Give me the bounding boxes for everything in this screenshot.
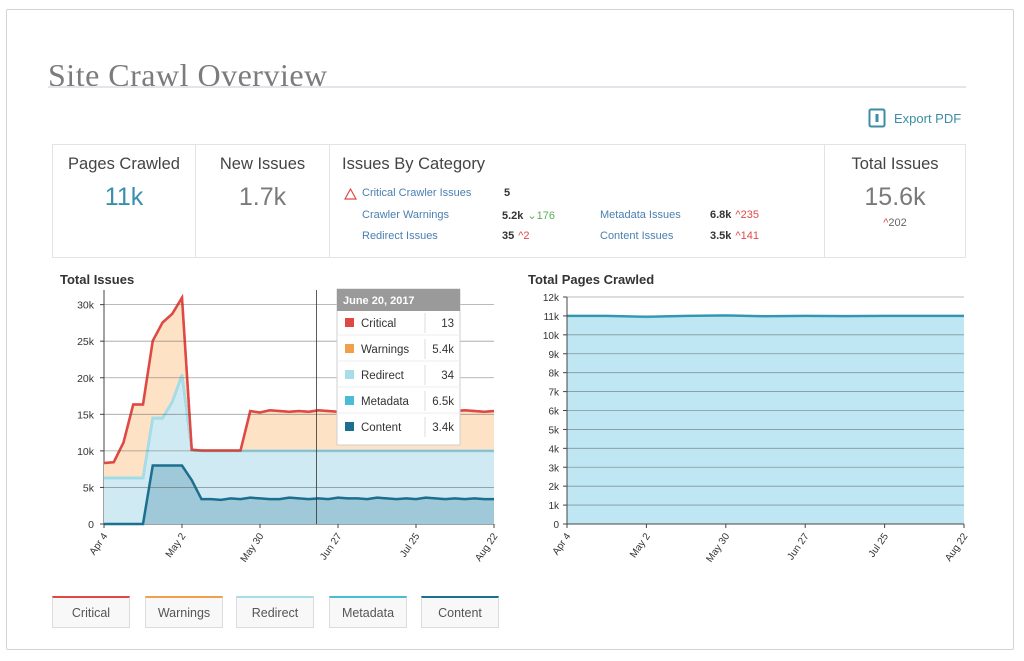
issues-by-category: Issues By Category Critical Crawler Issu… bbox=[330, 145, 825, 257]
title-divider bbox=[48, 86, 966, 88]
total-issues-value: 15.6k bbox=[864, 183, 926, 211]
warning-triangle-icon bbox=[343, 187, 358, 205]
new-issues-value: 1.7k bbox=[238, 183, 287, 211]
pages-crawled-stat: Pages Crawled 11k bbox=[53, 145, 196, 257]
export-pdf-button[interactable]: Export PDF bbox=[868, 108, 961, 128]
total-issues-label: Total Issues bbox=[851, 155, 939, 173]
legend-item-metadata[interactable]: Metadata bbox=[329, 596, 407, 628]
metadata-issues-value: 6.8k ^235 bbox=[710, 209, 759, 221]
new-issues-label: New Issues bbox=[219, 155, 306, 173]
trend-up-icon: ^141 bbox=[735, 230, 759, 242]
export-pdf-label: Export PDF bbox=[894, 110, 962, 126]
legend-item-critical[interactable]: Critical bbox=[52, 596, 130, 628]
redirect-issues-link[interactable]: Redirect Issues bbox=[362, 230, 438, 242]
total-issues-change: ^202 bbox=[883, 217, 907, 229]
critical-crawler-issues-link[interactable]: Critical Crawler Issues bbox=[362, 187, 472, 199]
trend-down-icon: ⌄176 bbox=[527, 210, 555, 222]
total-issues-chart-title: Total Issues bbox=[60, 272, 135, 287]
page-title: Site Crawl Overview bbox=[48, 57, 328, 94]
pages-crawled-label: Pages Crawled bbox=[68, 155, 180, 173]
dashboard-frame bbox=[6, 9, 1014, 650]
trend-up-icon: ^ bbox=[883, 217, 889, 229]
new-issues-stat: New Issues 1.7k bbox=[196, 145, 330, 257]
legend-item-content[interactable]: Content bbox=[421, 596, 499, 628]
pdf-icon bbox=[868, 108, 886, 128]
total-issues-stat: Total Issues 15.6k ^202 bbox=[825, 145, 965, 257]
crawler-warnings-link[interactable]: Crawler Warnings bbox=[362, 209, 450, 221]
content-issues-link[interactable]: Content Issues bbox=[600, 230, 674, 242]
legend-item-warnings[interactable]: Warnings bbox=[145, 596, 223, 628]
trend-up-icon: ^235 bbox=[735, 209, 759, 221]
pages-crawled-value: 11k bbox=[104, 183, 144, 211]
critical-crawler-issues-value: 5 bbox=[504, 187, 511, 199]
legend-item-redirect[interactable]: Redirect bbox=[236, 596, 314, 628]
trend-up-icon: ^2 bbox=[518, 230, 530, 242]
crawler-warnings-value: 5.2k ⌄176 bbox=[502, 210, 555, 222]
redirect-issues-value: 35 ^2 bbox=[502, 230, 530, 242]
stats-panel: Pages Crawled 11k New Issues 1.7k Issues… bbox=[52, 144, 966, 258]
issues-by-category-title: Issues By Category bbox=[342, 155, 486, 173]
metadata-issues-link[interactable]: Metadata Issues bbox=[600, 209, 681, 221]
content-issues-value: 3.5k ^141 bbox=[710, 230, 759, 242]
total-pages-chart-title: Total Pages Crawled bbox=[528, 272, 655, 287]
